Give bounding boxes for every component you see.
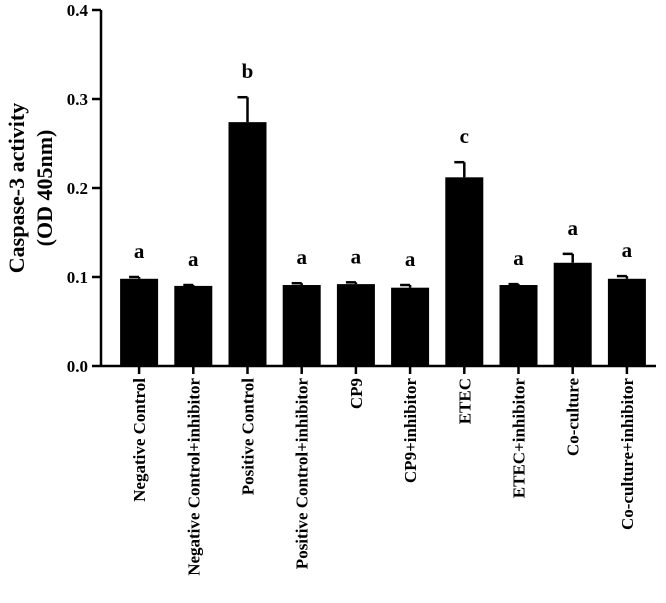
x-tick-labels: Negative Control Negative Control+inhibit… bbox=[130, 378, 637, 576]
significance-label: a bbox=[567, 216, 578, 240]
significance-label: a bbox=[296, 245, 307, 269]
x-tick-label: Co-culture+inhibitor bbox=[618, 378, 637, 530]
significance-label: a bbox=[513, 246, 524, 270]
significance-label: c bbox=[460, 124, 469, 148]
x-tick-label: CP9 bbox=[347, 378, 366, 409]
bar bbox=[607, 278, 646, 366]
y-tick-label: 0.2 bbox=[67, 179, 88, 198]
bar bbox=[445, 177, 484, 366]
x-tick-label: CP9+inhibitor bbox=[401, 378, 420, 484]
bar bbox=[553, 262, 592, 366]
y-tick-label: 0.4 bbox=[67, 1, 89, 20]
x-tick-label: Positive Control+inhibitor bbox=[293, 378, 312, 570]
y-tick-label: 0.0 bbox=[67, 357, 88, 376]
x-axis bbox=[101, 364, 656, 374]
significance-label: b bbox=[242, 59, 254, 83]
bar bbox=[282, 285, 321, 366]
bar bbox=[499, 285, 538, 366]
y-axis-label-line-1: Caspase-3 activity bbox=[4, 103, 29, 273]
y-axis: 0.0 0.1 0.2 0.3 0.4 bbox=[67, 1, 103, 376]
y-axis-label-line-2: (OD 405nm) bbox=[32, 130, 57, 247]
x-tick-label: Positive Control bbox=[239, 378, 258, 496]
x-tick-label: ETEC+inhibitor bbox=[510, 378, 529, 499]
y-tick-label: 0.3 bbox=[67, 90, 88, 109]
significance-label: a bbox=[351, 244, 362, 268]
significance-label: a bbox=[405, 247, 416, 271]
significance-label: a bbox=[134, 239, 145, 263]
bar bbox=[391, 287, 430, 366]
significance-label: a bbox=[622, 238, 633, 262]
bar bbox=[336, 284, 375, 366]
y-axis-label: Caspase-3 activity (OD 405nm) bbox=[4, 103, 57, 273]
y-tick-label: 0.1 bbox=[67, 268, 88, 287]
bar bbox=[174, 285, 213, 366]
bar bbox=[120, 278, 159, 366]
x-tick-label: Co-culture bbox=[564, 378, 583, 457]
bar bbox=[228, 122, 267, 366]
x-tick-label: Negative Control bbox=[130, 378, 149, 502]
x-tick-label: Negative Control+inhibitor bbox=[184, 378, 203, 576]
x-tick-label: ETEC bbox=[455, 378, 474, 424]
significance-label: a bbox=[188, 247, 199, 271]
bars: a a b a a a c a a a bbox=[120, 59, 646, 366]
